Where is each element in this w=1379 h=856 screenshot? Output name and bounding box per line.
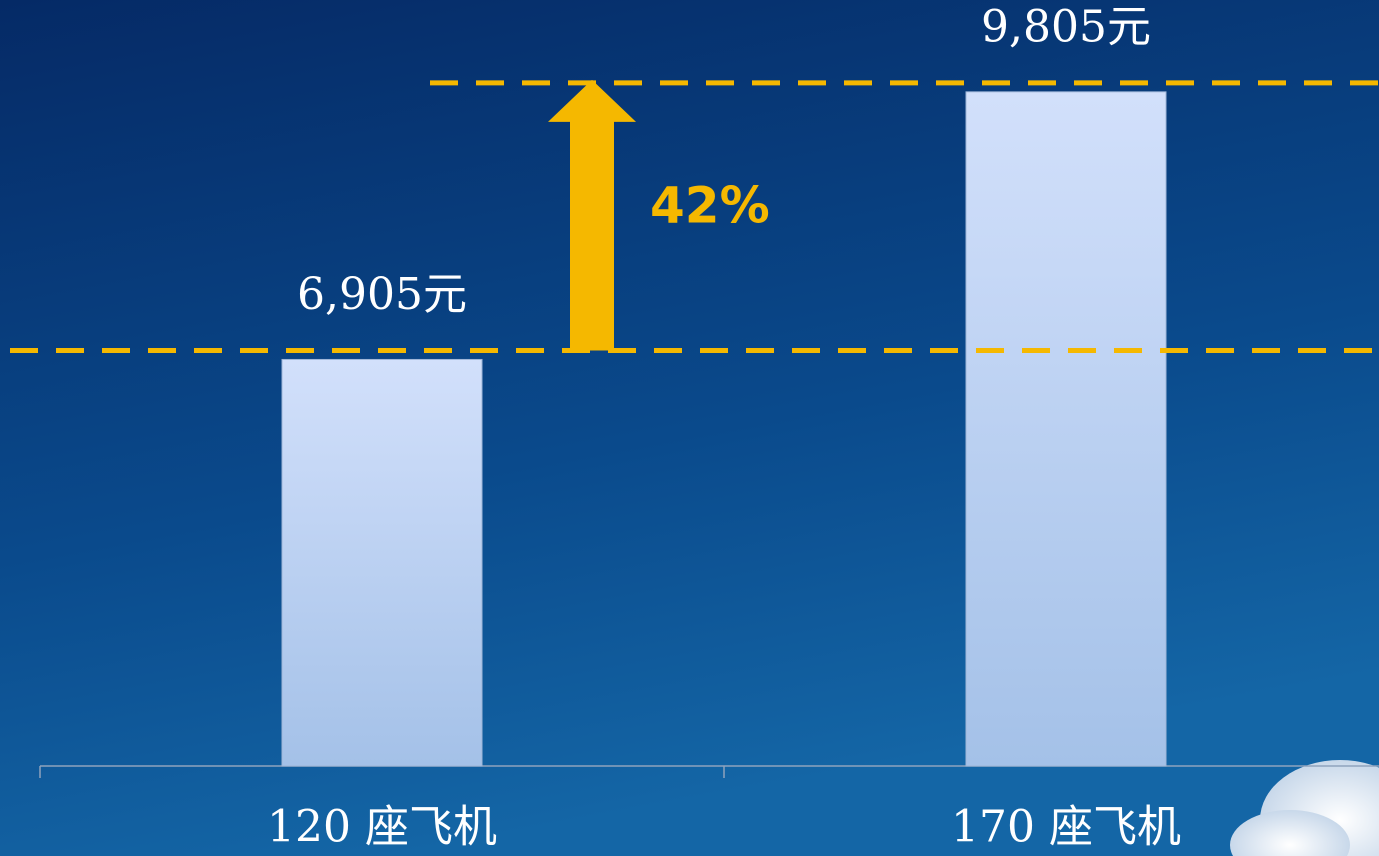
cloud [1230,760,1379,856]
annotation: 42% [650,177,770,235]
value-label: 9,805元 [981,1,1151,52]
x-tick-label: 120 座飞机 [267,802,497,853]
increase-arrow [548,79,636,351]
bar [281,358,483,767]
x-tick-label: 170 座飞机 [951,802,1181,853]
value-label: 6,905元 [297,269,467,320]
bar [965,91,1167,767]
